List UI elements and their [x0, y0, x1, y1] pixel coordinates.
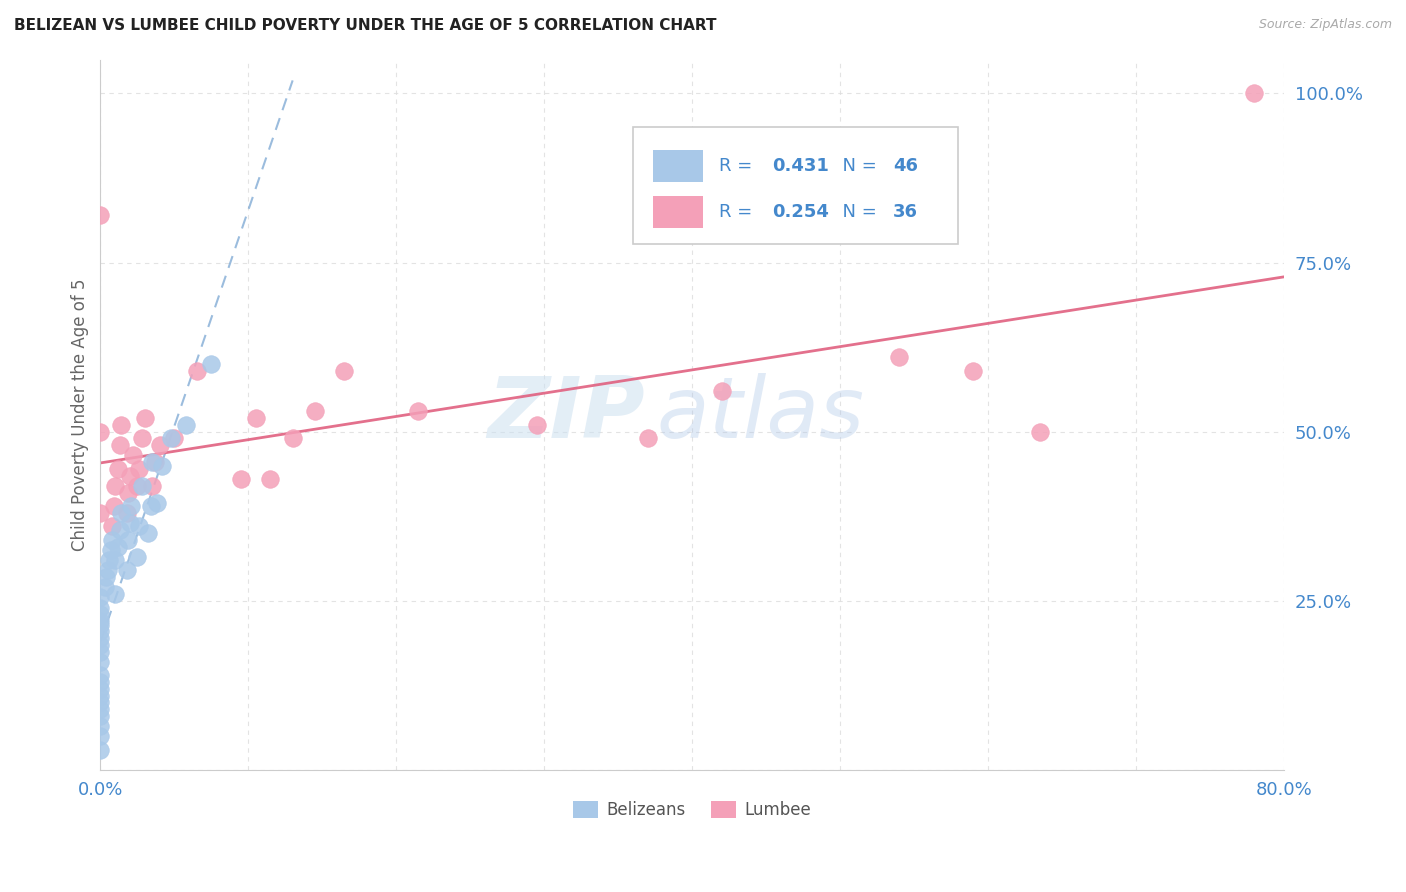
Point	[143, 455, 166, 469]
Point	[89, 729, 111, 743]
Point	[408, 404, 430, 418]
Text: N =: N =	[831, 157, 882, 175]
Point	[89, 709, 111, 723]
Point	[89, 655, 111, 669]
Point	[89, 675, 111, 690]
Legend: Belizeans, Lumbee: Belizeans, Lumbee	[567, 794, 817, 826]
Point	[110, 417, 132, 432]
Point	[94, 580, 117, 594]
Point	[962, 364, 984, 378]
Point	[115, 506, 138, 520]
Point	[141, 479, 163, 493]
Y-axis label: Child Poverty Under the Age of 5: Child Poverty Under the Age of 5	[72, 278, 89, 551]
Point	[108, 438, 131, 452]
Point	[122, 449, 145, 463]
Text: Source: ZipAtlas.com: Source: ZipAtlas.com	[1258, 18, 1392, 31]
Point	[110, 506, 132, 520]
Point	[89, 506, 111, 520]
Text: 36: 36	[893, 203, 918, 221]
Point	[131, 479, 153, 493]
Point	[89, 689, 111, 703]
Point	[89, 742, 111, 756]
Text: 0.254: 0.254	[772, 203, 830, 221]
Point	[637, 432, 659, 446]
Point	[89, 208, 111, 222]
Point	[152, 458, 174, 473]
Text: BELIZEAN VS LUMBEE CHILD POVERTY UNDER THE AGE OF 5 CORRELATION CHART: BELIZEAN VS LUMBEE CHILD POVERTY UNDER T…	[14, 18, 717, 33]
Point	[245, 411, 267, 425]
Point	[186, 364, 208, 378]
Point	[120, 499, 142, 513]
Point	[1028, 425, 1050, 439]
Point	[229, 472, 252, 486]
Point	[104, 587, 127, 601]
Point	[89, 719, 111, 733]
Point	[200, 357, 222, 371]
Point	[101, 519, 124, 533]
Point	[89, 644, 111, 658]
Point	[89, 607, 111, 622]
Point	[118, 468, 141, 483]
Point	[127, 549, 149, 564]
FancyBboxPatch shape	[633, 127, 959, 244]
Point	[141, 455, 163, 469]
Point	[526, 417, 548, 432]
Point	[117, 533, 139, 547]
Point	[115, 563, 138, 577]
Point	[107, 540, 129, 554]
Point	[117, 485, 139, 500]
Point	[118, 516, 141, 530]
Point	[1243, 87, 1265, 101]
Point	[89, 695, 111, 709]
Text: 0.431: 0.431	[772, 157, 830, 175]
Point	[889, 351, 911, 365]
Point	[104, 479, 127, 493]
Point	[107, 462, 129, 476]
Point	[89, 638, 111, 652]
Text: atlas: atlas	[657, 373, 865, 457]
Point	[128, 462, 150, 476]
Point	[145, 496, 167, 510]
Point	[98, 553, 121, 567]
Point	[97, 563, 120, 577]
Point	[304, 404, 326, 418]
Point	[139, 499, 162, 513]
Point	[108, 523, 131, 537]
Point	[101, 533, 124, 547]
Point	[89, 702, 111, 716]
Point	[128, 519, 150, 533]
Text: N =: N =	[831, 203, 882, 221]
Text: 46: 46	[893, 157, 918, 175]
Point	[148, 438, 170, 452]
Point	[89, 668, 111, 682]
Point	[127, 479, 149, 493]
Point	[710, 384, 733, 398]
Point	[89, 617, 111, 632]
Point	[89, 614, 111, 628]
Point	[333, 364, 356, 378]
Text: ZIP: ZIP	[486, 373, 645, 457]
Point	[100, 543, 122, 558]
Bar	[652, 150, 703, 181]
Point	[89, 624, 111, 639]
Point	[96, 570, 118, 584]
Point	[89, 631, 111, 645]
Point	[281, 432, 304, 446]
Point	[103, 499, 125, 513]
Point	[89, 600, 111, 615]
Point	[89, 425, 111, 439]
Text: R =: R =	[720, 157, 758, 175]
Text: R =: R =	[720, 203, 758, 221]
Point	[104, 553, 127, 567]
Point	[174, 417, 197, 432]
Point	[259, 472, 281, 486]
Point	[131, 432, 153, 446]
Point	[163, 432, 186, 446]
Point	[89, 591, 111, 605]
Point	[160, 432, 183, 446]
Point	[136, 526, 159, 541]
Point	[134, 411, 156, 425]
Bar	[652, 196, 703, 227]
Point	[89, 681, 111, 696]
